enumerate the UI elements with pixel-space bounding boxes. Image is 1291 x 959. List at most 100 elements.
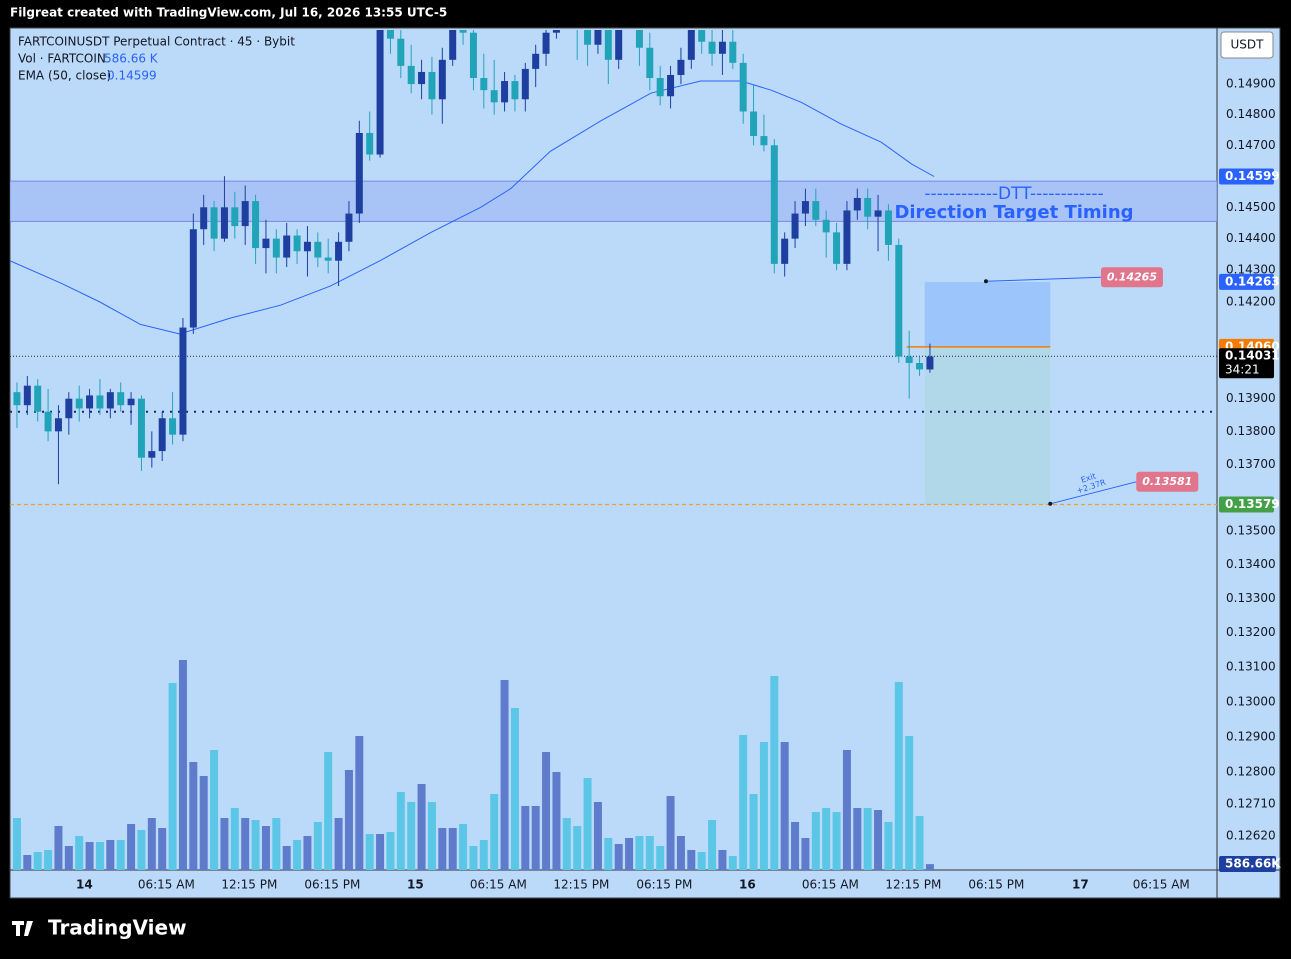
candle-body [13, 392, 21, 406]
volume-bar [645, 836, 654, 870]
annotation-line [985, 276, 1101, 282]
volume-bar [791, 822, 800, 870]
volume-bar [127, 824, 136, 870]
candle-body [158, 418, 166, 452]
annotation-label: 0.14265 [1107, 270, 1157, 283]
volume-bar [158, 828, 167, 870]
volume-bar [573, 826, 582, 870]
y-tick-label: 0.14900 [1226, 77, 1276, 91]
x-tick-label: 12:15 PM [221, 878, 277, 892]
annotation-line [1050, 481, 1137, 505]
candle-body [314, 241, 322, 258]
volume-bar [23, 855, 32, 870]
candle-body [283, 235, 291, 258]
candle-body [895, 244, 903, 357]
y-tick-label: 0.13900 [1226, 391, 1276, 405]
candle-body [148, 451, 156, 458]
volume-bar [925, 864, 934, 870]
volume-bar [396, 792, 405, 870]
volume-bar [697, 852, 706, 870]
candle-body [791, 213, 799, 239]
candle-body [106, 392, 114, 409]
candle-body [687, 30, 695, 60]
volume-bar [510, 708, 519, 870]
volume-bar [85, 842, 94, 870]
volume-bar [261, 826, 270, 870]
price-tag-label: 0.14263 [1225, 274, 1280, 288]
candle-body [210, 207, 218, 239]
volume-tag [1219, 856, 1276, 872]
volume-bar [106, 840, 115, 870]
candle-body [812, 201, 820, 220]
volume-bar [54, 826, 63, 870]
volume-bar [770, 676, 779, 870]
volume-bar [75, 836, 84, 870]
x-tick-label: 16 [739, 878, 756, 892]
brand: TradingView [48, 916, 187, 940]
candle-body [584, 30, 592, 45]
candle-body [864, 197, 872, 217]
candle-body [480, 78, 488, 91]
currency: USDT [1231, 38, 1265, 52]
price-tag [1219, 168, 1274, 185]
volume-bar [64, 846, 73, 870]
candle-body [252, 201, 260, 249]
candle-body [449, 30, 457, 60]
candle-body [604, 30, 612, 60]
candle-body [833, 232, 841, 264]
y-tick-label: 0.14400 [1226, 231, 1276, 245]
y-tick-label: 0.13400 [1226, 557, 1276, 571]
ema-line [10, 80, 935, 335]
price-tag-label: 0.14599 [1225, 169, 1280, 183]
candle-body [521, 68, 529, 100]
volume-bar [199, 776, 208, 870]
volume-bar [355, 736, 364, 870]
x-tick-label: 12:15 PM [553, 878, 609, 892]
candle-body [262, 238, 270, 249]
volume-bar [676, 836, 685, 870]
volume-bar [656, 846, 665, 870]
x-tick-label: 14 [76, 878, 93, 892]
volume-bar [811, 812, 820, 870]
volume-tag-label: 586.66K [1225, 857, 1281, 871]
volume-bar [251, 820, 260, 870]
volume-bar [469, 846, 478, 870]
zone-subtitle: Direction Target Timing [894, 202, 1133, 223]
volume-bar [604, 838, 613, 870]
y-tick-label: 0.13000 [1226, 694, 1276, 708]
x-tick-label: 06:15 AM [1133, 878, 1190, 892]
annotation-box [1136, 471, 1199, 492]
candle-body [86, 395, 94, 409]
y-tick-label: 0.13800 [1226, 424, 1276, 438]
watermark: Filgreat created with TradingView.com, J… [10, 6, 447, 20]
volume-bar [344, 770, 353, 870]
price-tag [1219, 348, 1274, 379]
candle-body [667, 74, 675, 97]
x-tick-label: 17 [1072, 878, 1089, 892]
y-tick-label: 0.14500 [1226, 200, 1276, 214]
volume-bar [728, 856, 737, 870]
volume-bar [739, 735, 748, 870]
y-tick-label: 0.13700 [1226, 457, 1276, 471]
volume-bar [417, 784, 426, 870]
volume-bar [459, 824, 468, 870]
candle-body [96, 395, 104, 409]
candle-body [822, 219, 830, 233]
volume-bar [376, 834, 385, 870]
y-tick-label: 0.12710 [1226, 796, 1276, 810]
candle-body [905, 356, 913, 363]
candle-body [698, 30, 706, 42]
candle-body [646, 47, 654, 79]
currency-box[interactable] [1220, 31, 1274, 59]
volume-bar [272, 818, 281, 870]
volume-bar [593, 802, 602, 870]
candle-body [200, 207, 208, 230]
exit-note-text: Exit [1080, 471, 1097, 484]
x-tick-label: 06:15 AM [802, 878, 859, 892]
volume-bar [490, 794, 499, 870]
volume-bar [448, 828, 457, 870]
candle-body [635, 30, 643, 48]
volume-bar [625, 838, 634, 870]
volume-bar [780, 742, 789, 870]
